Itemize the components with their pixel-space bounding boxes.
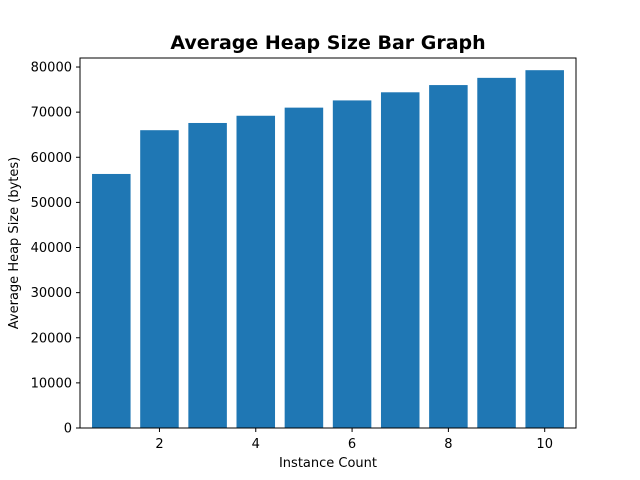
bars-group xyxy=(92,70,564,429)
bar-3 xyxy=(188,122,227,428)
x-tick-label: 6 xyxy=(348,437,356,452)
bar-5 xyxy=(284,107,324,428)
bar-8 xyxy=(429,85,468,428)
x-tick-label: 4 xyxy=(252,437,260,452)
y-tick-label: 50000 xyxy=(31,196,72,211)
x-tick-label: 10 xyxy=(536,437,553,452)
x-axis-ticks: 2 4 6 8 10 xyxy=(155,428,553,452)
chart-title: Average Heap Size Bar Graph xyxy=(170,32,485,54)
y-tick-label: 70000 xyxy=(31,106,72,121)
bar-7 xyxy=(380,92,420,428)
y-tick-label: 30000 xyxy=(31,286,72,301)
y-tick-label: 60000 xyxy=(31,151,72,166)
bar-9 xyxy=(477,77,516,428)
bar-4 xyxy=(236,115,276,428)
y-tick-label: 0 xyxy=(64,422,72,437)
y-axis-ticks: 0 10000 20000 30000 40000 50000 60000 70000 8000… xyxy=(31,61,80,437)
x-tick-label: 2 xyxy=(155,437,163,452)
plot-frame xyxy=(79,57,577,429)
y-axis-label: Average Heap Size (bytes) xyxy=(7,157,22,329)
x-axis-label: Instance Count xyxy=(279,456,377,471)
y-tick-label: 20000 xyxy=(31,331,72,346)
bar-1 xyxy=(92,173,131,428)
y-tick-label: 40000 xyxy=(31,241,72,256)
bar-6 xyxy=(332,100,372,428)
y-tick-label: 10000 xyxy=(31,376,72,391)
bar-2 xyxy=(140,130,179,428)
x-tick-label: 8 xyxy=(444,437,452,452)
y-tick-label: 80000 xyxy=(31,61,72,76)
bar-10 xyxy=(525,70,564,429)
